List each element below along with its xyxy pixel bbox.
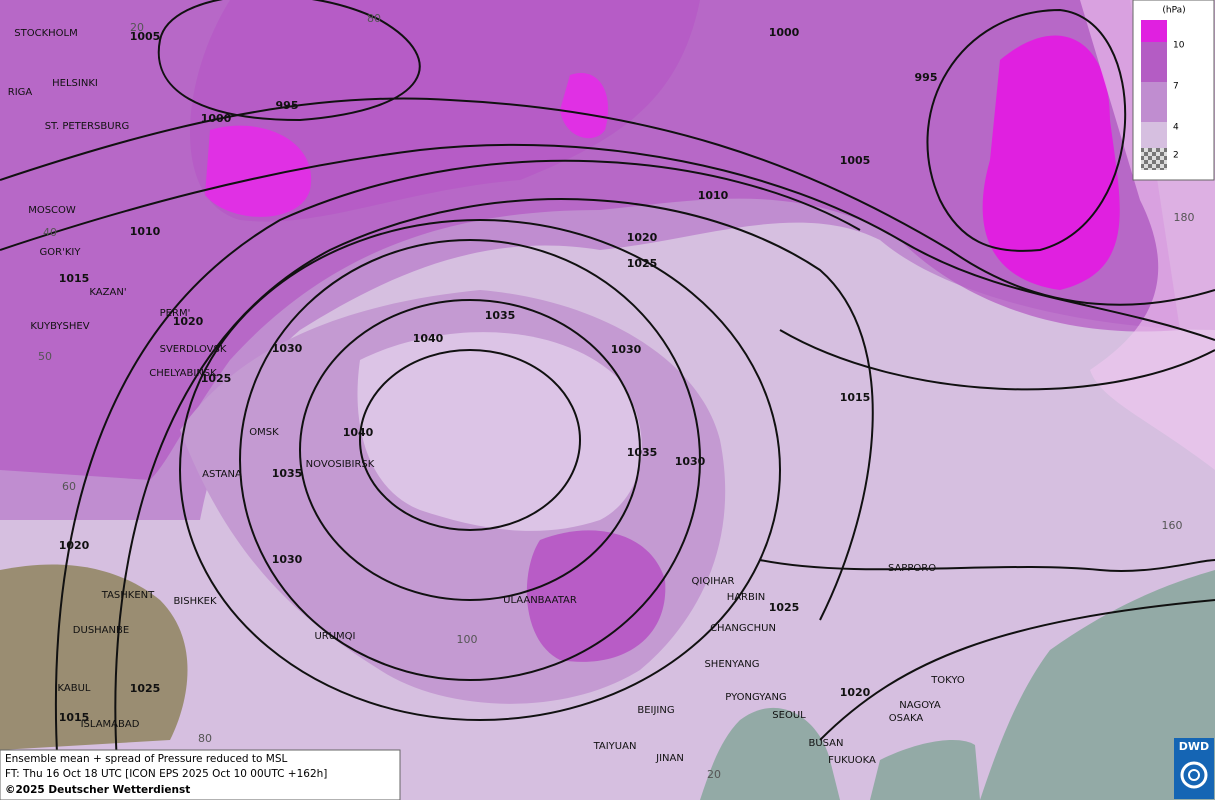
isobar-label: 1020 (173, 315, 204, 328)
isobar-label: 1010 (130, 225, 161, 238)
city-label: GOR'KIY (40, 247, 82, 258)
isobar-label: 1020 (627, 231, 658, 244)
graticule-label: 80 (198, 732, 212, 745)
city-label: KAZAN' (89, 287, 126, 298)
city-label: CHELYABINSK (149, 368, 217, 379)
city-label: NAGOYA (899, 700, 941, 711)
city-label: BUSAN (808, 738, 843, 749)
isobar-label: 1015 (59, 272, 90, 285)
city-label: JINAN (655, 753, 684, 764)
isobar-label: 1030 (675, 455, 706, 468)
isobar-label: 1015 (59, 711, 90, 724)
isobar-label: 1005 (840, 154, 871, 167)
city-label: ULAANBAATAR (503, 595, 577, 606)
isobar-label: 1015 (840, 391, 871, 404)
graticule-label: 160 (1162, 519, 1183, 532)
city-label: OMSK (249, 427, 279, 438)
city-label: BISHKEK (173, 596, 217, 607)
graticule-label: 20 (707, 768, 721, 781)
city-label: BEIJING (637, 705, 674, 716)
city-label: STOCKHOLM (14, 28, 77, 39)
caption: Ensemble mean + spread of Pressure reduc… (0, 749, 401, 801)
city-label: OSAKA (889, 713, 924, 724)
city-label: PYONGYANG (725, 692, 786, 703)
city-label: HARBIN (727, 592, 766, 603)
city-label: ST. PETERSBURG (45, 121, 130, 132)
city-label: TAIYUAN (593, 741, 637, 752)
city-label: SEOUL (772, 710, 806, 721)
city-label: SVERDLOVSK (160, 344, 227, 355)
graticule-label: 60 (62, 480, 76, 493)
isobar-label: 1035 (485, 309, 516, 322)
isobar-label: 1030 (272, 553, 303, 566)
city-label: TASHKENT (101, 590, 155, 601)
isobar-label: 1020 (59, 539, 90, 552)
isobar-label: 1025 (130, 682, 161, 695)
city-label: RIGA (8, 87, 33, 98)
graticule-label: 20 (130, 21, 144, 34)
isobar-label: 1000 (201, 112, 232, 125)
city-label: TOKYO (930, 675, 965, 686)
city-label: URUMQI (314, 631, 355, 642)
city-label: FUKUOKA (828, 755, 876, 766)
legend-level: 2 (1173, 151, 1179, 161)
graticule-label: 180 (1174, 211, 1195, 224)
legend: (hPa) 10 7 4 2 (1132, 0, 1215, 181)
city-label: ISLAMABAD (81, 719, 140, 730)
city-label: KUYBYSHEV (30, 321, 89, 332)
caption-line: FT: Thu 16 Oct 18 UTC [ICON EPS 2025 Oct… (5, 768, 327, 780)
city-label: ASTANA (202, 469, 242, 480)
isobar-label: 1025 (769, 601, 800, 614)
isobar-label: 1010 (698, 189, 729, 202)
isobar-label: 995 (915, 71, 938, 84)
graticule-label: 80 (367, 12, 381, 25)
isobar-label: 1025 (627, 257, 658, 270)
isobar-label: 1030 (272, 342, 303, 355)
caption-line: ©2025 Deutscher Wetterdienst (5, 784, 190, 796)
graticule-label: 100 (457, 633, 478, 646)
isobar-label: 1040 (413, 332, 444, 345)
isobar-label: 1020 (840, 686, 871, 699)
caption-line: Ensemble mean + spread of Pressure reduc… (5, 753, 288, 765)
logo-text: DWD (1179, 740, 1209, 753)
isobar-label: 995 (276, 99, 299, 112)
isobar-label: 1005 (130, 30, 161, 43)
city-label: MOSCOW (28, 205, 76, 216)
city-label: SAPPORO (888, 563, 936, 574)
city-label: HELSINKI (52, 78, 98, 89)
city-label: KABUL (58, 683, 91, 694)
city-label: QIQIHAR (692, 576, 735, 587)
legend-level: 4 (1173, 123, 1179, 133)
logo: DWD (1174, 738, 1214, 799)
isobar-label: 1040 (343, 426, 374, 439)
city-label: CHANGCHUN (710, 623, 776, 634)
city-label: NOVOSIBIRSK (306, 459, 375, 470)
city-label: PERM' (160, 308, 191, 319)
city-label: DUSHANBE (73, 625, 129, 636)
city-label: SHENYANG (704, 659, 759, 670)
legend-unit: (hPa) (1162, 6, 1185, 16)
isobar-label: 1035 (627, 446, 658, 459)
legend-level: 10 (1173, 41, 1185, 51)
graticule-label: 50 (38, 350, 52, 363)
isobar-label: 1035 (272, 467, 303, 480)
isobar-label: 1030 (611, 343, 642, 356)
legend-level: 7 (1173, 82, 1179, 92)
graticule-label: 40 (43, 226, 57, 239)
isobar-label: 1025 (201, 372, 232, 385)
isobar-label: 1000 (769, 26, 800, 39)
